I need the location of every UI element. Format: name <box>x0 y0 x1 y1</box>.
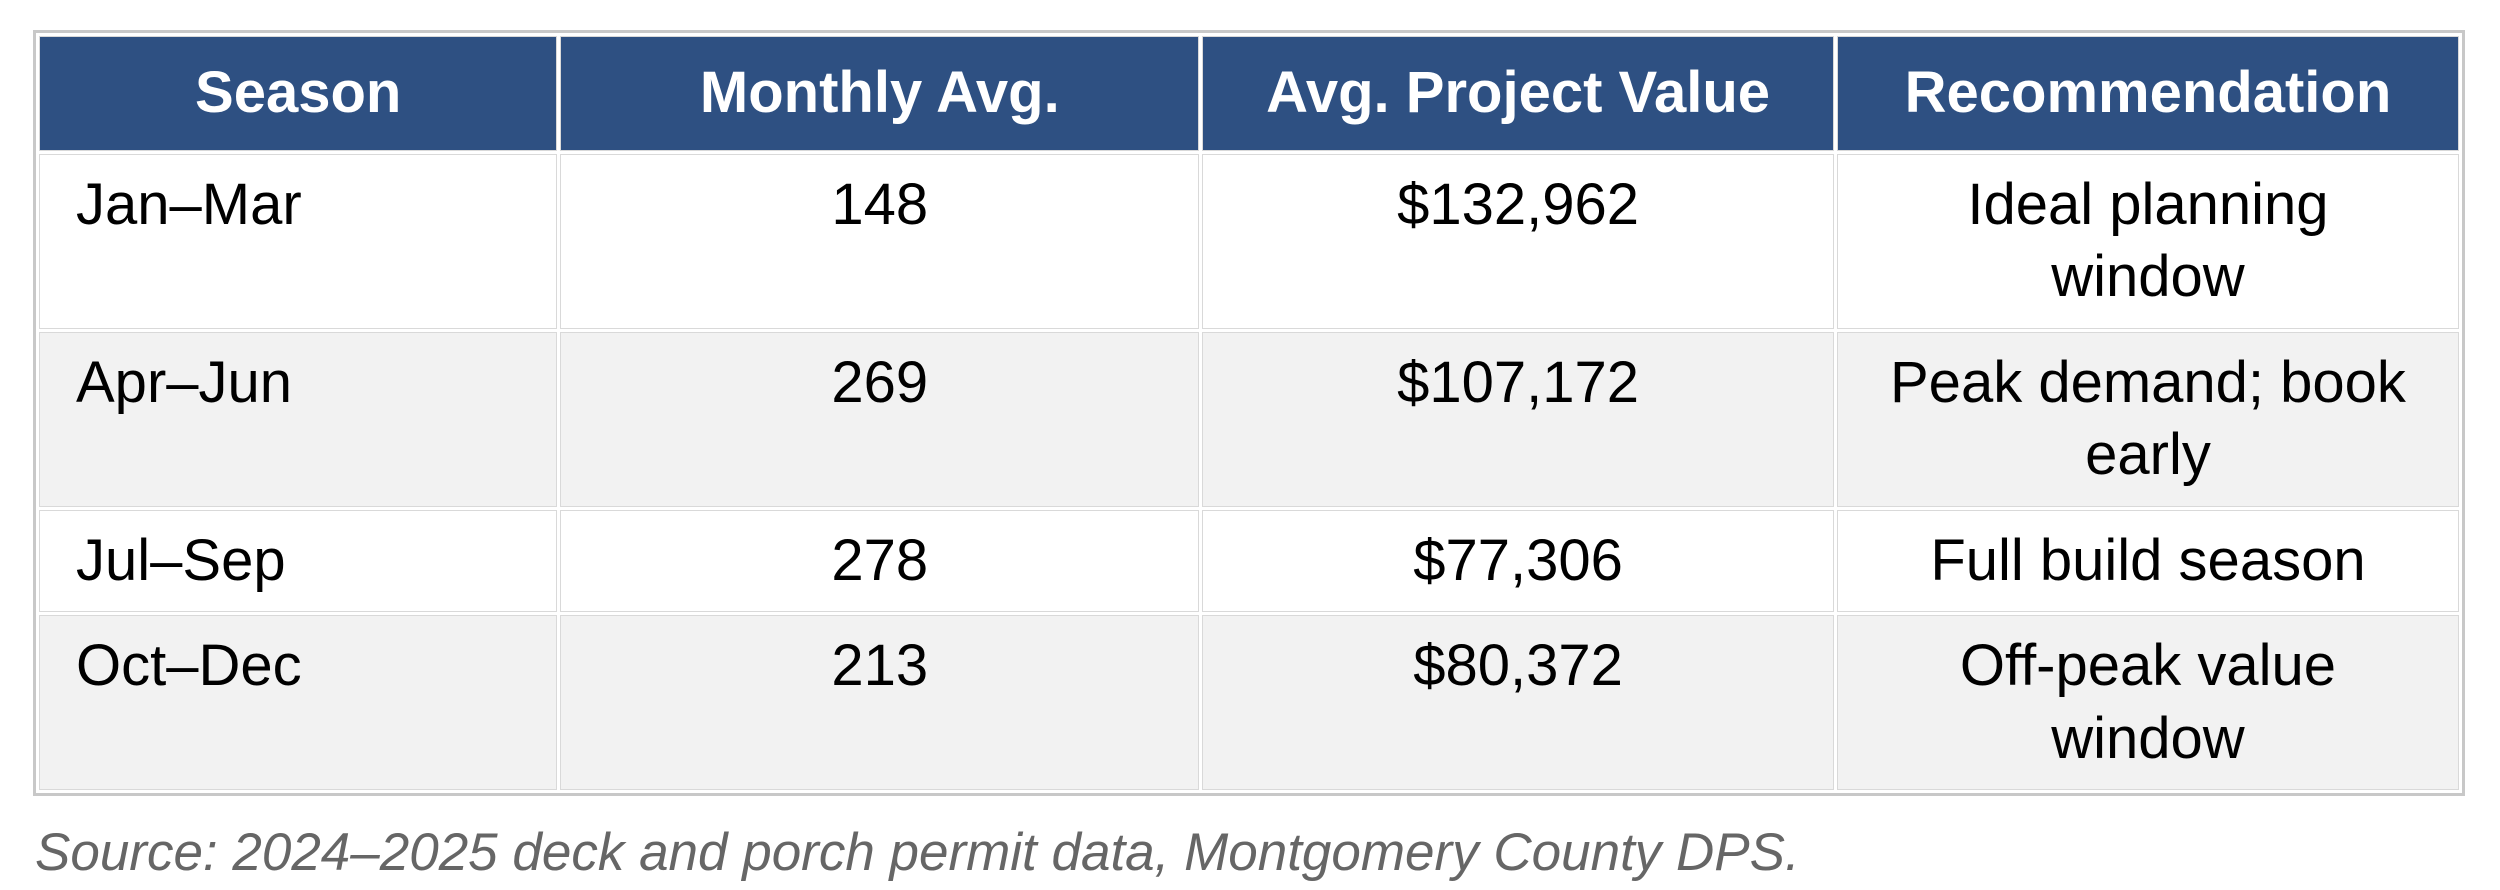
cell-recommendation: Full build season <box>1836 509 2459 612</box>
cell-season: Jul–Sep <box>39 509 558 612</box>
cell-season: Apr–Jun <box>39 331 558 507</box>
cell-season: Jan–Mar <box>39 153 558 329</box>
column-header-project-value: Avg. Project Value <box>1202 36 1834 151</box>
cell-recommendation: Off-peak value window <box>1836 615 2459 790</box>
cell-project-value: $80,372 <box>1202 615 1834 790</box>
cell-season: Oct–Dec <box>39 615 558 790</box>
cell-project-value: $77,306 <box>1202 509 1834 612</box>
cell-monthly-avg: 213 <box>560 615 1200 790</box>
column-header-recommendation: Recommendation <box>1836 36 2459 151</box>
cell-project-value: $132,962 <box>1202 153 1834 329</box>
table-header-row: Season Monthly Avg. Avg. Project Value R… <box>39 36 2459 151</box>
table-row: Oct–Dec 213 $80,372 Off-peak value windo… <box>39 615 2459 790</box>
cell-project-value: $107,172 <box>1202 331 1834 507</box>
table-row: Jan–Mar 148 $132,962 Ideal planning wind… <box>39 153 2459 329</box>
cell-monthly-avg: 269 <box>560 331 1200 507</box>
table-row: Jul–Sep 278 $77,306 Full build season <box>39 509 2459 612</box>
cell-monthly-avg: 278 <box>560 509 1200 612</box>
seasonal-permit-table: Season Monthly Avg. Avg. Project Value R… <box>33 30 2465 796</box>
cell-recommendation: Peak demand; book early <box>1836 331 2459 507</box>
cell-monthly-avg: 148 <box>560 153 1200 329</box>
source-note: Source: 2024–2025 deck and porch permit … <box>35 823 1800 882</box>
column-header-season: Season <box>39 36 558 151</box>
cell-recommendation: Ideal planning window <box>1836 153 2459 329</box>
column-header-monthly-avg: Monthly Avg. <box>560 36 1200 151</box>
table-row: Apr–Jun 269 $107,172 Peak demand; book e… <box>39 331 2459 507</box>
